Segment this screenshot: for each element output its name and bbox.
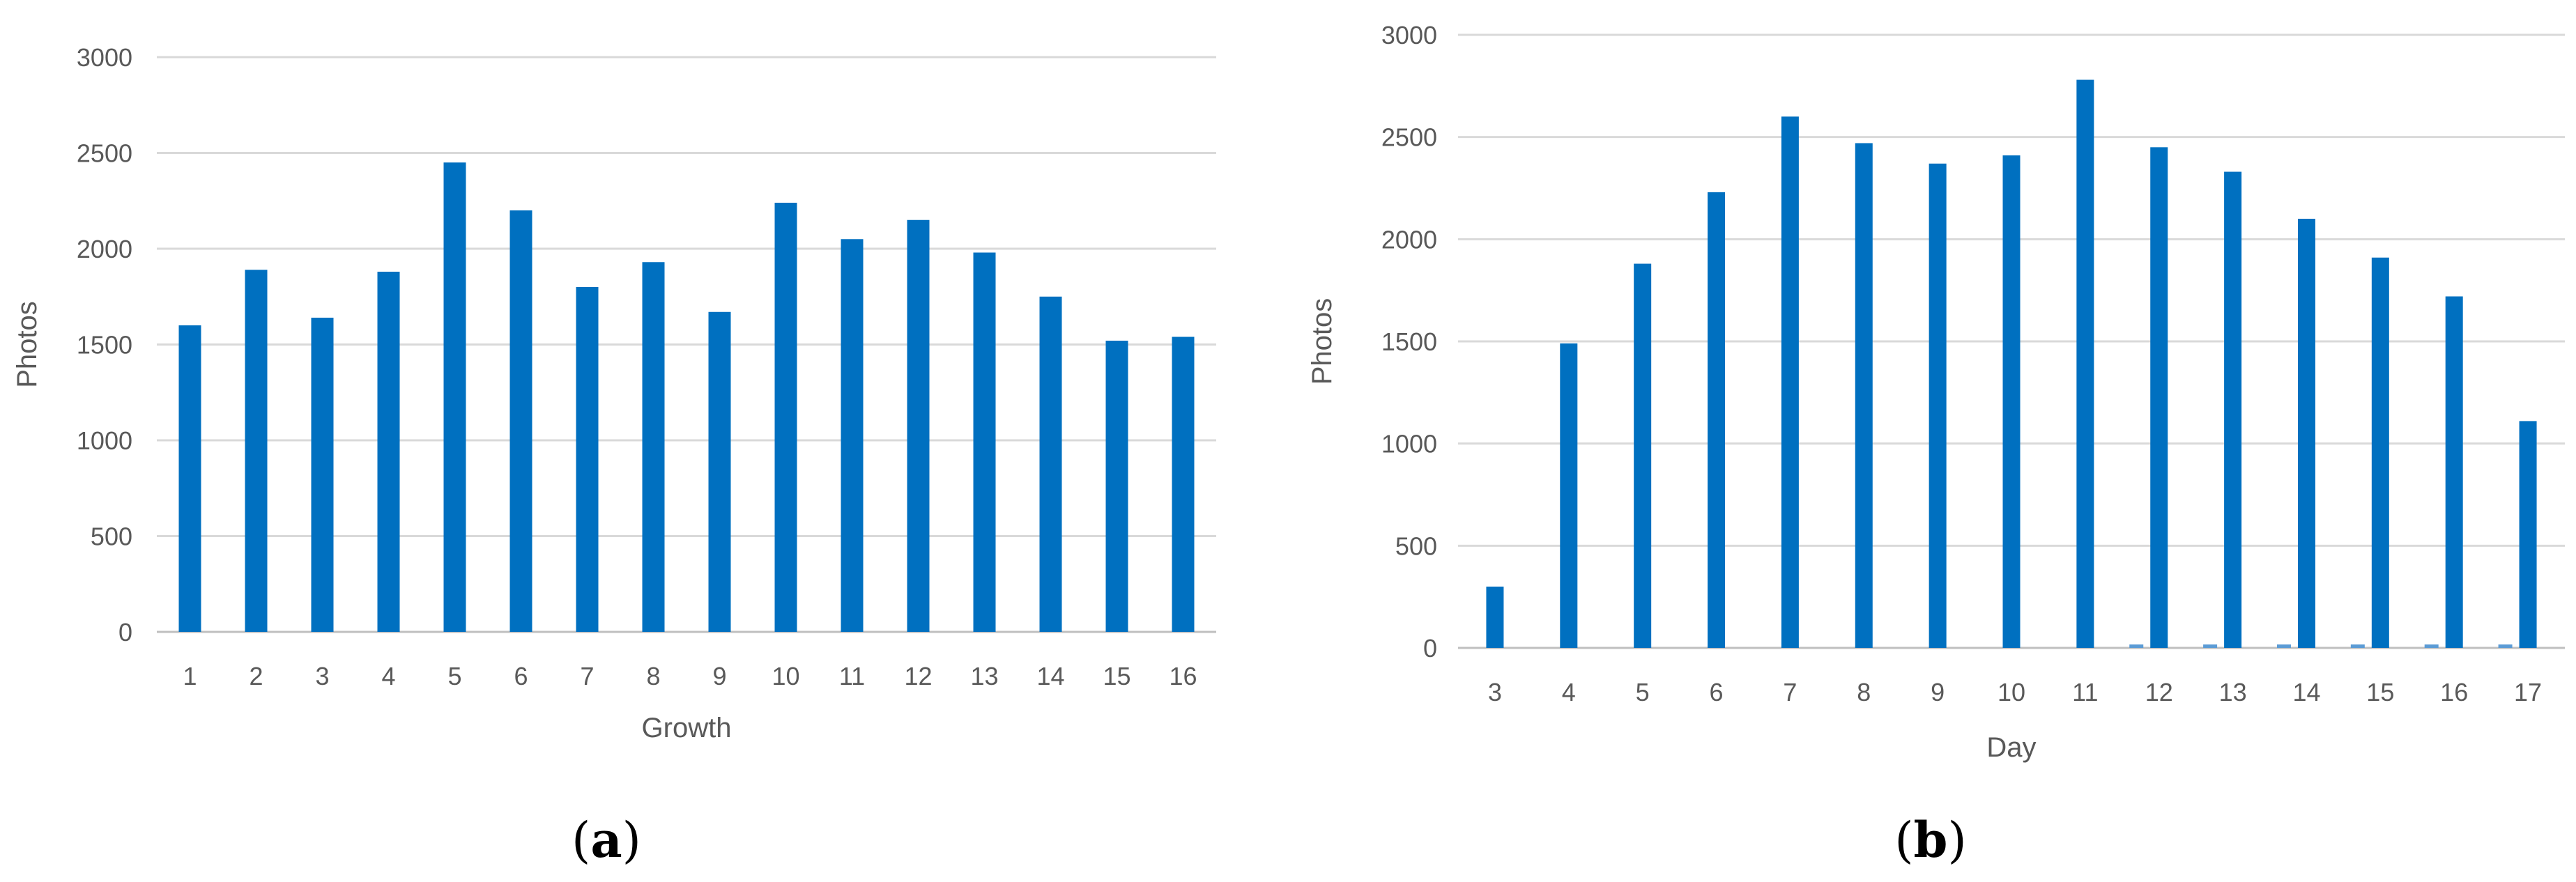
y-tick-label: 2000 [77, 235, 132, 263]
x-tick-label: 16 [1169, 662, 1197, 690]
x-tick-label: 3 [315, 662, 329, 690]
x-tick-label: 4 [381, 662, 395, 690]
x-tick-label: 5 [447, 662, 461, 690]
bar-10 [774, 203, 797, 632]
x-tick-label: 5 [1636, 678, 1650, 706]
bar-5 [1634, 263, 1652, 648]
bar-2 [245, 270, 268, 632]
secondary-bar-12 [2129, 644, 2144, 648]
x-tick-label: 3 [1488, 678, 1502, 706]
bar-8 [642, 262, 665, 632]
bar-15 [2371, 257, 2389, 648]
x-tick-label: 13 [970, 662, 998, 690]
bar-7 [576, 287, 599, 632]
x-tick-label: 6 [1710, 678, 1724, 706]
bar-14 [1039, 296, 1062, 632]
x-tick-label: 7 [1783, 678, 1797, 706]
x-tick-label: 9 [1931, 678, 1945, 706]
x-tick-label: 9 [712, 662, 726, 690]
y-axis-title: Photos [12, 301, 43, 388]
bar-9 [1929, 163, 1947, 649]
x-tick-label: 12 [2145, 678, 2173, 706]
bar-7 [1781, 116, 1799, 649]
x-tick-label: 10 [1998, 678, 2025, 706]
x-tick-label: 15 [1103, 662, 1130, 690]
x-tick-label: 17 [2514, 678, 2542, 706]
x-tick-label: 12 [904, 662, 932, 690]
bar-11 [2076, 79, 2094, 649]
bar-13 [973, 252, 996, 632]
bar-8 [1855, 143, 1873, 648]
y-tick-label: 0 [1423, 634, 1437, 663]
chart-b: 0 500 1000 1500 2000 2500 3000 3 4 5 6 7 8 9 10 11 12 13 1… [1307, 21, 2565, 869]
panel-label-open: ( [572, 812, 590, 869]
y-tick-label: 500 [91, 523, 132, 551]
x-tick-label: 16 [2440, 678, 2468, 706]
bar-3 [311, 318, 334, 632]
bar-12 [2150, 147, 2168, 649]
panel-label-close: ) [1947, 812, 1966, 869]
y-tick-label: 2500 [77, 139, 132, 168]
panel-label-close: ) [622, 812, 641, 869]
bar-16 [1172, 336, 1195, 632]
bar-10 [2002, 155, 2021, 649]
panel-label-letter: b [1914, 811, 1948, 869]
x-tick-label: 10 [772, 662, 799, 690]
x-tick-label: 13 [2219, 678, 2247, 706]
bar-9 [708, 311, 731, 632]
bar-5 [443, 162, 466, 632]
x-tick-label: 11 [839, 662, 865, 690]
y-axis-title: Photos [1307, 298, 1337, 385]
bar-14 [2297, 219, 2315, 648]
x-tick-label: 14 [1036, 662, 1064, 690]
bar-6 [1708, 192, 1726, 648]
y-tick-label: 2000 [1381, 225, 1437, 254]
y-tick-label: 1500 [1381, 327, 1437, 356]
secondary-bar-16 [2424, 644, 2439, 648]
y-tick-label: 0 [118, 618, 132, 647]
x-tick-label: 15 [2366, 678, 2394, 706]
panel-label-letter: a [590, 811, 622, 869]
x-tick-label: 7 [580, 662, 594, 690]
x-tick-label: 11 [2072, 678, 2098, 706]
y-tick-label: 1000 [1381, 430, 1437, 458]
panel-label-open: ( [1894, 812, 1913, 869]
bar-1 [178, 325, 201, 632]
panel-label: (a) [572, 811, 641, 869]
y-tick-label: 1500 [77, 331, 132, 359]
x-tick-label: 14 [2292, 678, 2320, 706]
bar-11 [841, 239, 864, 632]
bar-17 [2519, 421, 2537, 648]
x-tick-label: 8 [646, 662, 660, 690]
x-tick-label: 1 [183, 662, 197, 690]
secondary-bar-17 [2498, 644, 2513, 648]
bar-12 [907, 219, 930, 632]
x-axis-title: Day [1986, 732, 2036, 763]
x-tick-label: 6 [514, 662, 528, 690]
y-tick-label: 500 [1395, 532, 1437, 560]
y-tick-label: 3000 [77, 43, 132, 72]
secondary-bar-13 [2203, 644, 2218, 648]
bar-3 [1486, 587, 1504, 648]
x-tick-label: 2 [249, 662, 263, 690]
x-axis-title: Growth [642, 713, 732, 743]
secondary-bar-15 [2350, 644, 2365, 648]
bar-13 [2224, 171, 2242, 649]
bar-4 [377, 272, 400, 632]
y-tick-label: 3000 [1381, 21, 1437, 49]
y-tick-label: 2500 [1381, 123, 1437, 152]
y-tick-label: 1000 [77, 426, 132, 455]
panel-label: (b) [1894, 811, 1967, 869]
bar-4 [1560, 343, 1578, 648]
bar-16 [2445, 296, 2463, 648]
x-tick-label: 8 [1857, 678, 1871, 706]
x-tick-label: 4 [1562, 678, 1576, 706]
secondary-bar-14 [2276, 644, 2291, 648]
bar-6 [509, 210, 532, 632]
bar-15 [1105, 341, 1128, 632]
